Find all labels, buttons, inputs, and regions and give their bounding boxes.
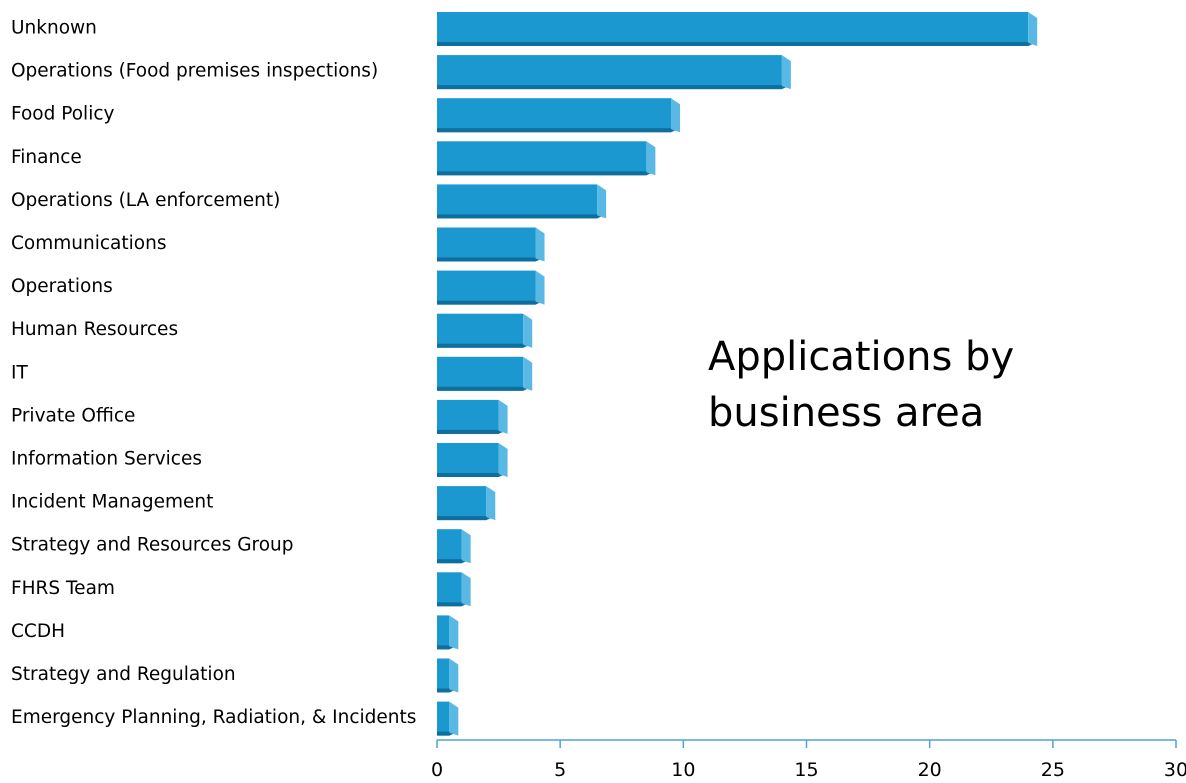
category-label: Strategy and Regulation	[11, 664, 236, 685]
bar-shadow	[437, 257, 536, 262]
bar	[437, 98, 681, 133]
bar-front-face	[437, 141, 647, 173]
chart-title: Applications by business area	[708, 334, 1014, 436]
bar	[437, 227, 545, 262]
bar-front-face	[437, 98, 672, 130]
bar-side-face	[1028, 12, 1038, 46]
bar-front-face	[437, 615, 450, 647]
bar	[437, 529, 471, 564]
bar-side-face	[523, 313, 533, 348]
bar-front-face	[437, 658, 450, 690]
bar-shadow	[437, 602, 462, 607]
bar-shadow	[437, 688, 450, 693]
bar-front-face	[437, 572, 462, 604]
bar-shadow	[437, 300, 536, 305]
bar-side-face	[535, 270, 545, 305]
bar	[437, 141, 656, 176]
bar-side-face	[781, 55, 791, 90]
bar-shadow	[437, 429, 499, 434]
bar-side-face	[449, 658, 459, 693]
bar-front-face	[437, 356, 524, 388]
bar	[437, 572, 471, 607]
bar-front-face	[437, 529, 462, 561]
category-label: Private Office	[11, 405, 135, 426]
bar-front-face	[437, 443, 499, 474]
category-label: Communications	[11, 233, 166, 254]
chart-title-line: business area	[708, 390, 984, 436]
bar-side-face	[449, 701, 459, 736]
bar	[437, 270, 545, 305]
x-tick-label: 5	[554, 759, 566, 781]
bar-side-face	[535, 227, 545, 262]
bar-side-face	[498, 443, 508, 477]
bar-front-face	[437, 184, 598, 216]
bar-shadow	[437, 473, 499, 477]
category-label: Information Services	[11, 449, 202, 470]
category-label: FHRS Team	[11, 578, 115, 599]
bar-side-face	[486, 486, 496, 521]
category-label: Food Policy	[11, 104, 115, 125]
bar-front-face	[437, 399, 499, 431]
category-label: Emergency Planning, Radiation, & Inciden…	[11, 707, 416, 728]
category-label: CCDH	[11, 621, 65, 642]
x-tick-label: 25	[1041, 759, 1065, 781]
bar-shadow	[437, 42, 1029, 46]
bar-side-face	[449, 615, 459, 650]
x-tick-label: 10	[671, 759, 695, 781]
bar-side-face	[671, 98, 681, 133]
bar	[437, 12, 1038, 46]
bar-shadow	[437, 85, 782, 90]
category-label: Operations (Food premises inspections)	[11, 61, 378, 82]
bar-side-face	[646, 141, 656, 176]
category-label: Unknown	[11, 18, 97, 39]
bar	[437, 615, 459, 650]
bar-front-face	[437, 227, 536, 259]
bar-shadow	[437, 171, 647, 176]
bar	[437, 399, 508, 434]
category-label: Operations (LA enforcement)	[11, 190, 280, 211]
bar-side-face	[461, 572, 471, 607]
bar-shadow	[437, 214, 598, 219]
bar-side-face	[523, 356, 533, 391]
category-label: Human Resources	[11, 319, 178, 340]
bar-shadow	[437, 731, 450, 736]
bar-shadow	[437, 516, 487, 521]
x-tick-label: 0	[431, 759, 443, 781]
bar-side-face	[461, 529, 471, 564]
bar-shadow	[437, 128, 672, 133]
bar-shadow	[437, 343, 524, 348]
bar-side-face	[597, 184, 607, 219]
chart-title-line: Applications by	[708, 334, 1014, 380]
bar-side-face	[498, 399, 508, 434]
category-label: Strategy and Resources Group	[11, 535, 294, 556]
bar-front-face	[437, 270, 536, 302]
category-label: Finance	[11, 147, 82, 168]
x-tick-label: 30	[1164, 759, 1186, 781]
category-label: IT	[11, 362, 28, 383]
bar-shadow	[437, 645, 450, 650]
x-tick-label: 20	[918, 759, 942, 781]
category-label: Operations	[11, 276, 113, 297]
bar-shadow	[437, 559, 462, 564]
bar-front-face	[437, 12, 1029, 43]
bar	[437, 658, 459, 693]
x-axis: 0 5 10 15 20 25 30	[431, 739, 1186, 781]
category-label: Incident Management	[11, 492, 213, 513]
bar-front-face	[437, 55, 782, 87]
bar	[437, 55, 791, 90]
x-tick-label: 15	[794, 759, 818, 781]
bar	[437, 356, 533, 391]
bar-front-face	[437, 701, 450, 733]
bar-shadow	[437, 386, 524, 391]
category-labels: Unknown Operations (Food premises inspect…	[11, 18, 416, 729]
bar	[437, 184, 607, 219]
bar	[437, 443, 508, 477]
bar	[437, 313, 533, 348]
bars	[437, 12, 1038, 736]
bar	[437, 486, 496, 521]
bar	[437, 701, 459, 736]
bar-front-face	[437, 313, 524, 345]
bar-front-face	[437, 486, 487, 518]
